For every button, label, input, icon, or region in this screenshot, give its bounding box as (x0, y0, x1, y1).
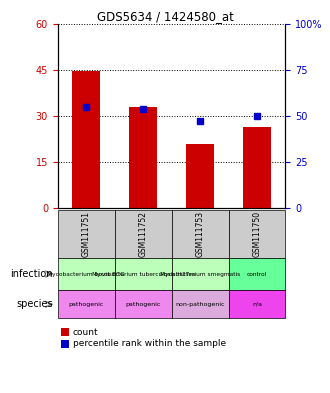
Text: species: species (16, 299, 53, 309)
Text: pathogenic: pathogenic (125, 302, 161, 307)
Text: non-pathogenic: non-pathogenic (175, 302, 225, 307)
Text: Mycobacterium smegmatis: Mycobacterium smegmatis (160, 272, 240, 277)
Text: pathogenic: pathogenic (69, 302, 104, 307)
Text: GSM111750: GSM111750 (252, 211, 261, 257)
Bar (129, 107, 157, 208)
Text: GDS5634 / 1424580_at: GDS5634 / 1424580_at (97, 10, 233, 23)
Text: count: count (73, 328, 98, 336)
Text: GSM111752: GSM111752 (139, 211, 148, 257)
Bar (243, 127, 271, 208)
Text: GSM111753: GSM111753 (196, 211, 205, 257)
Text: infection: infection (10, 269, 53, 279)
Text: control: control (247, 272, 267, 277)
Text: Mycobacterium bovis BCG: Mycobacterium bovis BCG (48, 272, 125, 277)
Bar (186, 144, 214, 208)
Text: GSM111751: GSM111751 (82, 211, 91, 257)
Text: Mycobacterium tuberculosis H37ra: Mycobacterium tuberculosis H37ra (91, 272, 195, 277)
Text: percentile rank within the sample: percentile rank within the sample (73, 340, 226, 348)
Bar (72, 71, 100, 208)
Text: n/a: n/a (252, 302, 262, 307)
